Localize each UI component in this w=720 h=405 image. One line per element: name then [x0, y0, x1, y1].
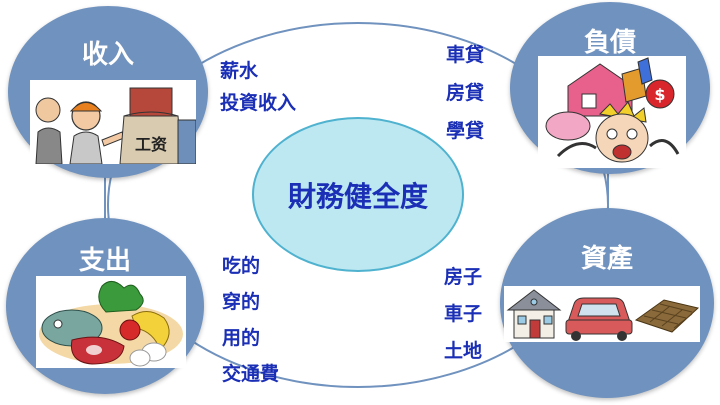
- expense-title: 支出: [78, 246, 131, 276]
- expense-item: 穿的: [222, 291, 261, 313]
- income-item: 薪水: [220, 60, 259, 82]
- svg-text:$: $: [654, 85, 665, 104]
- center-label: 財務健全度: [287, 179, 428, 213]
- food-icon: [39, 281, 183, 367]
- expense-image: [36, 276, 186, 368]
- assets-title: 資產: [580, 244, 633, 274]
- house-icon: [506, 289, 562, 339]
- debt-item: 車貸: [446, 44, 485, 66]
- assets-item: 車子: [444, 303, 483, 325]
- expense-item: 用的: [222, 327, 261, 349]
- expense-item: 吃的: [222, 255, 261, 277]
- income-image: 工资: [30, 80, 196, 164]
- debt-item: 學貸: [446, 120, 485, 142]
- assets-node: 資產: [500, 208, 714, 398]
- debt-image: $: [538, 56, 686, 168]
- center-ellipse: 財務健全度: [252, 117, 464, 272]
- assets-item: 土地: [444, 340, 483, 362]
- debt-item: 房貸: [446, 82, 485, 104]
- assets-item: 房子: [444, 266, 483, 288]
- worker-and-salary-bag-icon: 工资: [35, 87, 196, 164]
- expense-node: 支出: [6, 218, 204, 394]
- stressed-person-with-debts-icon: $: [545, 57, 680, 163]
- debt-node: 負債 $: [510, 2, 710, 174]
- salary-bag-text: 工资: [135, 135, 167, 154]
- expense-item: 交通費: [222, 363, 280, 385]
- income-node: 收入 工资: [8, 6, 208, 178]
- income-title: 收入: [81, 40, 134, 70]
- income-item: 投資收入: [220, 92, 297, 114]
- assets-image: [504, 286, 700, 342]
- land-plot-icon: [634, 299, 700, 333]
- car-icon: [565, 297, 633, 341]
- debt-title: 負債: [583, 28, 636, 58]
